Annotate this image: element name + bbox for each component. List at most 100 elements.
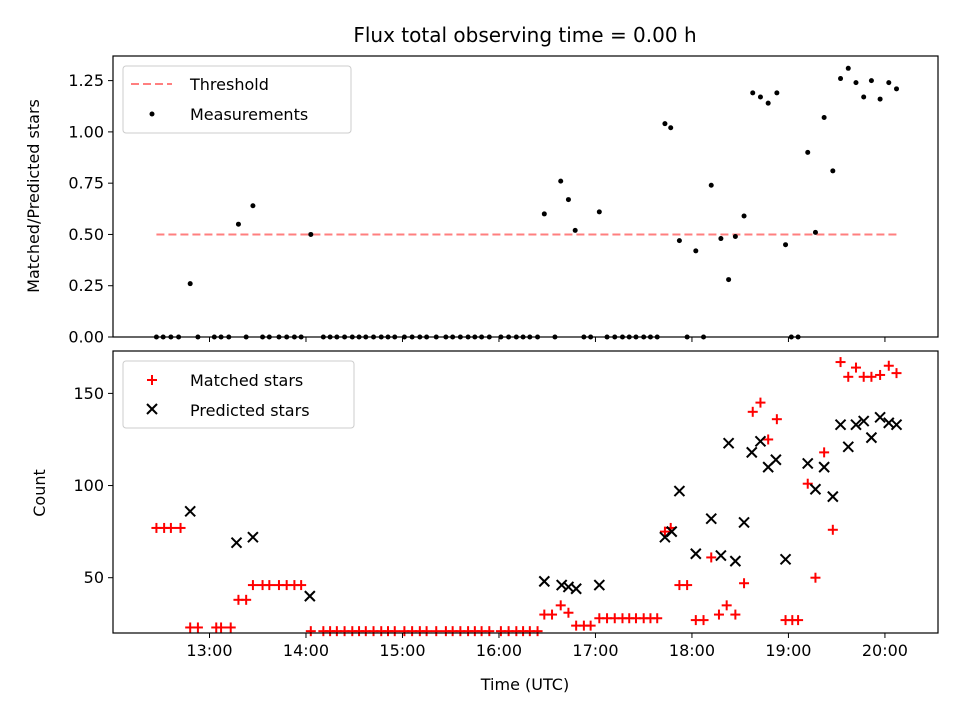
measurement-point — [308, 231, 314, 237]
predicted-star-marker — [834, 419, 847, 431]
matched-star-marker — [225, 622, 236, 633]
predicted-star-marker — [746, 446, 758, 459]
measurement-point — [668, 125, 674, 131]
chart-title: Flux total observing time = 0.00 h — [353, 23, 696, 47]
predicted-star-marker — [850, 419, 862, 431]
measurement-point — [838, 76, 844, 82]
predicted-star-marker — [715, 549, 727, 562]
matched-star-marker — [810, 572, 821, 583]
matched-star-marker — [827, 524, 838, 535]
predicted-star-marker — [593, 579, 606, 591]
matched-star-marker — [771, 414, 782, 425]
matched-star-marker — [585, 620, 596, 631]
matched-star-marker — [793, 615, 804, 626]
top-axes-frame — [112, 55, 939, 338]
bottom-x-tick-label: 13:00 — [186, 641, 232, 660]
top-x-axis-ticks — [208, 337, 886, 342]
predicted-star-marker — [538, 575, 551, 588]
predicted-star-marker — [827, 490, 839, 503]
matched-star-marker — [875, 369, 886, 380]
predicted-star-marker — [247, 531, 259, 543]
measurement-point — [774, 90, 780, 96]
top-y-axis: 0.00 0.25 0.50 0.75 1.00 1.25 — [68, 71, 113, 347]
measurement-point — [821, 115, 827, 121]
predicted-star-marker — [304, 590, 316, 602]
matched-star-marker — [739, 578, 750, 589]
predicted-star-marker — [754, 435, 767, 448]
predicted-legend-label: Predicted stars — [190, 401, 310, 420]
matched-star-marker — [165, 522, 176, 533]
matched-star-marker — [192, 622, 203, 633]
bottom-legend-box — [122, 360, 355, 429]
predicted-star-marker — [570, 583, 582, 595]
top-y-tick-label: 0.00 — [68, 328, 104, 347]
bottom-x-tick-label: 18:00 — [669, 641, 715, 660]
measurement-point — [596, 209, 602, 215]
matched-star-marker — [706, 552, 717, 563]
matched-star-marker — [305, 626, 316, 637]
predicted-star-marker — [890, 419, 903, 431]
matched-star-marker — [659, 526, 670, 537]
measurement-point — [693, 248, 699, 254]
matched-legend-label: Matched stars — [190, 371, 303, 390]
bottom-x-tick-label: 20:00 — [862, 641, 908, 660]
matched-star-marker — [547, 609, 558, 620]
measurement-point — [757, 94, 763, 100]
measurement-point — [845, 65, 851, 71]
measurement-point — [250, 203, 256, 209]
measurement-point — [558, 178, 564, 184]
top-y-tick-label: 1.25 — [68, 71, 104, 90]
measurement-point — [812, 229, 818, 235]
measurement-point — [894, 86, 900, 92]
predicted-star-marker — [665, 525, 678, 538]
threshold-legend-label: Threshold — [189, 75, 269, 94]
matched-star-marker — [747, 406, 758, 417]
bottom-x-tick-label: 19:00 — [765, 641, 811, 660]
matched-star-marker — [532, 626, 543, 637]
matched-star-marker — [563, 607, 574, 618]
measurement-point — [708, 182, 714, 188]
matched-star-marker — [713, 609, 724, 620]
matched-star-marker — [843, 371, 854, 382]
top-y-tick-label: 0.25 — [68, 276, 104, 295]
predicted-star-marker — [865, 431, 878, 444]
predicted-star-marker — [184, 505, 196, 518]
measurement-point — [676, 238, 682, 244]
predicted-star-marker — [779, 553, 792, 565]
bottom-x-tick-label: 17:00 — [572, 641, 618, 660]
measurement-point — [718, 236, 724, 242]
predicted-star-marker — [705, 513, 717, 525]
measurement-point — [765, 100, 771, 106]
measurement-point — [572, 227, 578, 233]
predicted-star-marker — [809, 483, 822, 495]
matched-star-marker — [891, 368, 902, 379]
measurement-point — [732, 233, 738, 239]
predicted-star-marker — [874, 411, 886, 424]
bottom-x-tick-label: 14:00 — [283, 641, 329, 660]
predicted-star-marker — [729, 555, 742, 567]
bottom-y-tick-label: 100 — [73, 476, 104, 495]
matched-star-marker — [296, 580, 307, 591]
matched-star-marker — [866, 371, 877, 382]
bottom-x-tick-label: 16:00 — [476, 641, 522, 660]
predicted-star-marker — [818, 461, 830, 473]
bottom-legend: Matched stars Predicted stars — [122, 360, 355, 429]
predicted-star-marker — [555, 579, 568, 591]
matched-star-marker — [264, 580, 275, 591]
bottom-x-tick-label: 15:00 — [379, 641, 425, 660]
matched-star-marker — [555, 600, 566, 611]
measurement-point — [741, 213, 747, 219]
matched-star-marker — [698, 615, 709, 626]
predicted-star-marker — [770, 454, 782, 466]
measurement-point — [783, 242, 789, 248]
predicted-star-marker — [857, 415, 870, 427]
matched-star-marker — [431, 626, 442, 637]
matched-star-marker — [763, 434, 774, 445]
measurements-legend-swatch — [149, 111, 155, 117]
matched-star-marker — [835, 357, 846, 368]
measurement-point — [830, 168, 836, 174]
top-legend: Threshold Measurements — [122, 65, 352, 134]
matched-star-marker — [241, 594, 252, 605]
